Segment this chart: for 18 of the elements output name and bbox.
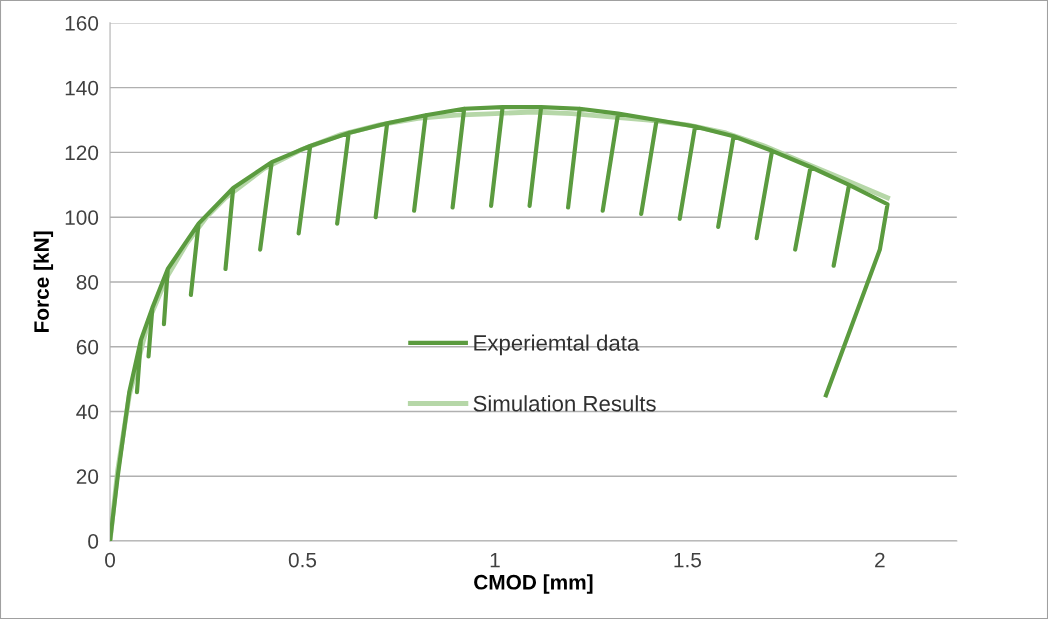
- y-tick-label: 160: [65, 15, 99, 31]
- x-tick-label: 2: [875, 552, 885, 568]
- y-tick-label: 40: [76, 404, 99, 420]
- y-axis-title: Force [kN]: [33, 231, 54, 333]
- y-tick-label: 120: [65, 145, 99, 161]
- legend-label: Experiemtal data: [474, 334, 640, 356]
- x-tick-label: 1: [490, 552, 500, 568]
- x-axis-title: CMOD [mm]: [474, 574, 593, 594]
- x-tick-label: 1.5: [674, 552, 701, 568]
- y-tick-label: 0: [88, 534, 99, 549]
- x-tick-label: 0.5: [288, 552, 317, 568]
- legend-label: Simulation Results: [473, 395, 656, 412]
- x-tick-label: 0: [105, 552, 116, 568]
- y-tick-label: 60: [76, 339, 99, 355]
- y-tick-label: 140: [65, 80, 99, 96]
- y-tick-label: 100: [65, 210, 99, 225]
- y-tick-label: 80: [76, 274, 99, 290]
- y-tick-label: 20: [76, 469, 99, 484]
